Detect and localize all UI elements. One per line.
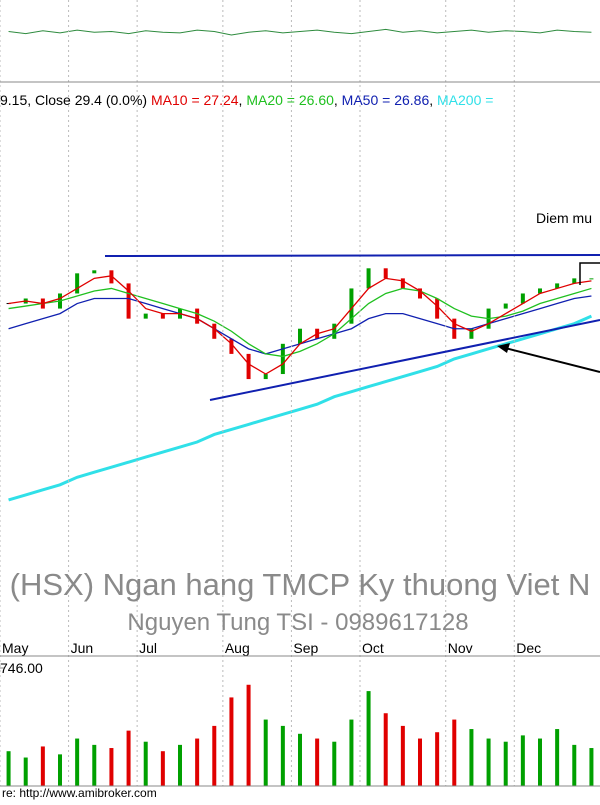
candle (572, 278, 577, 284)
volume-bar (23, 757, 28, 786)
candle (246, 353, 251, 380)
volume-bar (6, 751, 11, 786)
volume-bar (486, 738, 491, 786)
volume-bar (315, 738, 320, 786)
candle (160, 313, 165, 319)
legend-text: 9.15, Close 29.4 (0.0%) MA10 = 27.24, MA… (0, 92, 493, 108)
volume-bar (195, 738, 200, 786)
candle (332, 323, 337, 339)
volume-bar (332, 741, 337, 786)
candle (109, 270, 114, 284)
volume-bar (75, 738, 80, 786)
candle (418, 288, 422, 299)
volume-bar (58, 754, 62, 786)
watermark: (HSX) Ngan hang TMCP Ky thuong Viet N (10, 567, 591, 602)
volume-bar (229, 697, 234, 786)
candle (383, 268, 388, 279)
arrow (504, 347, 600, 373)
candle (263, 374, 268, 380)
author: Nguyen Tung TSI - 0989617128 (127, 609, 468, 636)
x-tick-label: Nov (448, 640, 473, 656)
volume-bar (280, 725, 285, 786)
candle (589, 278, 594, 280)
candle (555, 283, 560, 289)
arrow-head (497, 343, 510, 353)
volume-bar (520, 735, 525, 786)
box (579, 262, 600, 285)
footer: re: http://www.amibroker.com (2, 786, 157, 800)
volume-bar (538, 738, 542, 786)
legend-entry: MA50 = 26.86 (342, 92, 430, 108)
annotation: Diem mu (536, 210, 592, 226)
x-tick-label: Sep (293, 640, 318, 656)
volume-bar (503, 741, 508, 786)
volume-bar (555, 729, 560, 786)
volume-bar (469, 729, 474, 786)
x-tick-label: Oct (362, 640, 384, 656)
volume-bar (452, 719, 457, 786)
volume-bar (160, 751, 165, 786)
candle (212, 323, 217, 339)
x-tick-label: Jul (139, 640, 157, 656)
volume-bar (40, 746, 45, 786)
resistance-line (104, 254, 600, 257)
candle (92, 270, 97, 274)
volume-bar (572, 744, 577, 786)
legend-entry: MA10 = 27.24 (151, 92, 239, 108)
ma-line (8, 314, 593, 502)
candle (195, 308, 200, 324)
legend-entry: MA20 = 26.60 (246, 92, 334, 108)
candle (469, 328, 474, 339)
volume-bar (349, 719, 354, 786)
volume-bar (178, 744, 182, 786)
volume-bar (109, 748, 114, 786)
volume-bar (246, 684, 251, 786)
volume-bar (212, 725, 217, 786)
ma-line (8, 287, 592, 358)
volume-bar (366, 691, 371, 786)
x-tick-label: May (2, 640, 28, 656)
candle (349, 288, 354, 324)
indicator-line (8, 28, 592, 36)
candle (126, 283, 131, 319)
volume-bar (92, 744, 97, 786)
volume-bar (126, 730, 131, 786)
volume-bar (418, 738, 422, 786)
legend-entry: 9.15, Close 29.4 (0.0%) (0, 92, 147, 108)
candle (298, 328, 302, 344)
candle (75, 273, 80, 294)
x-tick-label: Jun (71, 640, 94, 656)
volume-bar (298, 733, 302, 786)
candle (229, 338, 234, 354)
ma-line (8, 275, 592, 375)
candle (366, 268, 371, 289)
x-tick-label: Aug (225, 640, 250, 656)
volume-bar (383, 713, 388, 786)
legend: 9.15, Close 29.4 (0.0%) MA10 = 27.24, MA… (0, 92, 493, 108)
legend-entry: MA200 = (437, 92, 493, 108)
candle (280, 343, 285, 375)
candle (503, 303, 508, 309)
y-tick-label: 746.00 (0, 660, 43, 676)
volume-bar (143, 741, 148, 786)
volume-bar (589, 748, 594, 786)
candle (143, 313, 148, 319)
candle (435, 298, 440, 319)
volume-bar (435, 732, 440, 786)
candle (538, 288, 542, 294)
candle (400, 278, 405, 289)
support-line (209, 319, 600, 401)
x-tick-label: Dec (516, 640, 541, 656)
volume-bar (263, 719, 268, 786)
volume-bar (400, 725, 405, 786)
candle (520, 293, 525, 304)
